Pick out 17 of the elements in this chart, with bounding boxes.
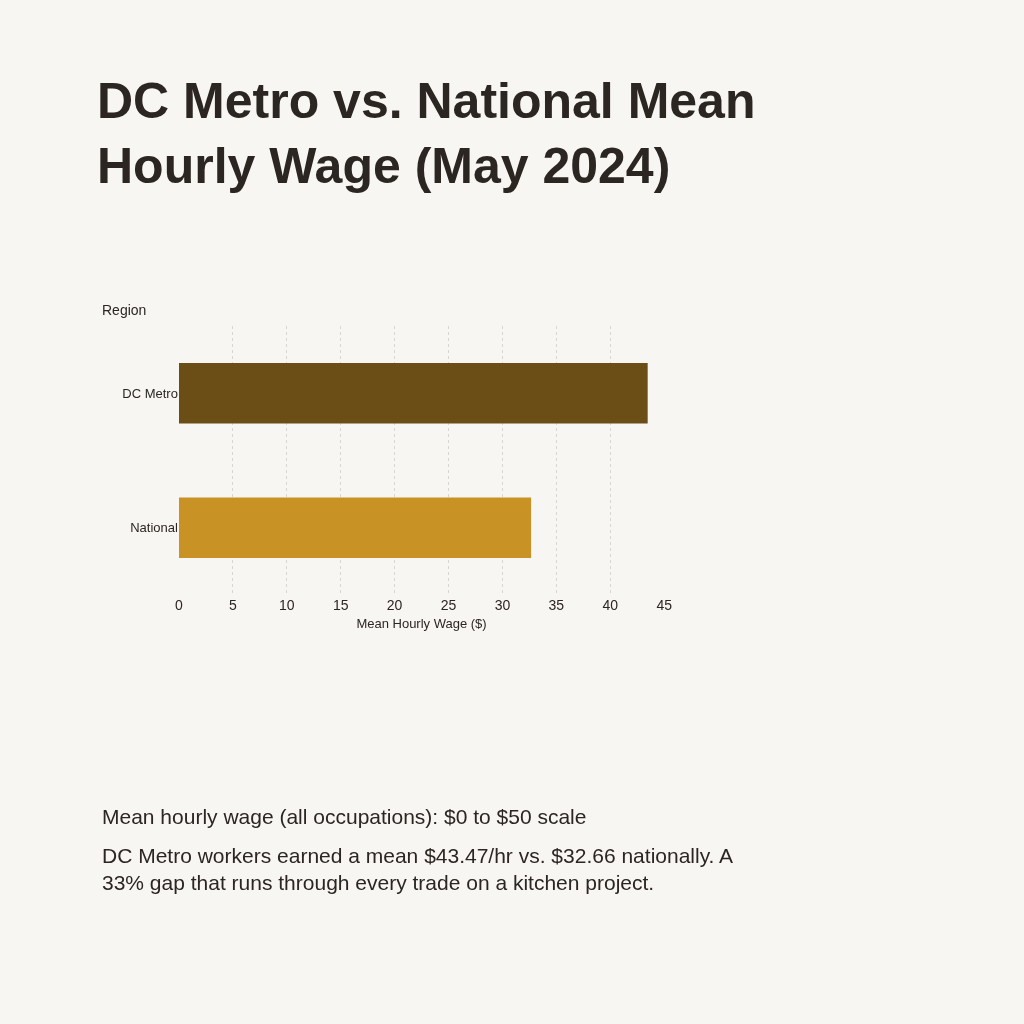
x-tick-label: 15 [332,597,349,613]
x-tick-label: 0 [175,597,184,613]
x-tick-label: 40 [602,597,619,613]
x-tick-label: 20 [386,597,403,613]
y-tick-label: DC Metro [122,385,178,401]
y-tick-label: National [130,520,179,536]
x-tick-label: 10 [278,597,295,613]
x-axis-title: Mean Hourly Wage ($) [356,615,487,631]
text: DC Metro workers earned a mean $43.47/hr vs. $32.66 nationally. A 33% gap that runs through every trade on a kitchen project. [102,844,734,895]
x-tick-label: 30 [494,597,511,613]
chart-title: DC Metro vs. National Mean Hourly Wage (May 2024) [97,73,756,194]
x-tick-label: 5 [228,597,237,613]
x-tick-label: 35 [548,597,565,613]
x-tick-label: 25 [440,597,457,613]
text: Mean hourly wage (all occupations): $0 to $50 scale [102,805,587,828]
x-tick-label: 45 [656,597,673,613]
y-axis-title: Region [102,302,147,318]
